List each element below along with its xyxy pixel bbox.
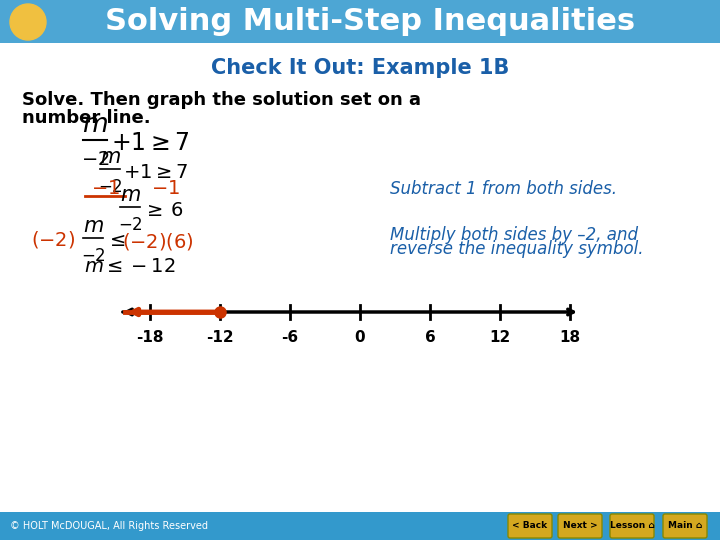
FancyBboxPatch shape [508, 514, 552, 538]
FancyBboxPatch shape [610, 514, 654, 538]
Text: $\it{m}$: $\it{m}$ [120, 185, 140, 205]
Text: -18: -18 [136, 330, 163, 345]
Text: 6: 6 [425, 330, 436, 345]
Text: 18: 18 [559, 330, 580, 345]
FancyBboxPatch shape [0, 0, 720, 43]
Text: $\leq$: $\leq$ [106, 232, 126, 251]
Text: $-2$: $-2$ [97, 178, 122, 196]
FancyBboxPatch shape [0, 512, 720, 540]
Text: $(-2)(6)$: $(-2)(6)$ [122, 231, 194, 252]
Text: reverse the inequality symbol.: reverse the inequality symbol. [390, 240, 644, 258]
Text: Subtract 1 from both sides.: Subtract 1 from both sides. [390, 180, 617, 198]
Text: -12: -12 [206, 330, 234, 345]
Text: $\it{m}$: $\it{m}$ [99, 147, 120, 167]
Circle shape [10, 4, 46, 40]
Text: $+ 1 \geq 7$: $+ 1 \geq 7$ [123, 163, 189, 181]
Text: Check It Out: Example 1B: Check It Out: Example 1B [211, 58, 509, 78]
Text: Solve. Then graph the solution set on a: Solve. Then graph the solution set on a [22, 91, 421, 109]
Text: number line.: number line. [22, 109, 150, 127]
Text: Main ⌂: Main ⌂ [668, 522, 702, 530]
Text: $\it{m}$: $\it{m}$ [82, 112, 108, 138]
Text: -6: -6 [282, 330, 299, 345]
FancyBboxPatch shape [558, 514, 602, 538]
Text: Solving Multi-Step Inequalities: Solving Multi-Step Inequalities [105, 6, 635, 36]
Text: © HOLT McDOUGAL, All Rights Reserved: © HOLT McDOUGAL, All Rights Reserved [10, 521, 208, 531]
Text: $-1$: $-1$ [150, 179, 179, 199]
Text: Next >: Next > [563, 522, 598, 530]
Text: Multiply both sides by –2, and: Multiply both sides by –2, and [390, 226, 638, 244]
Text: $-2$: $-2$ [81, 247, 105, 265]
Text: $(-2)$: $(-2)$ [31, 228, 75, 249]
Text: $\it{m}$: $\it{m}$ [83, 216, 104, 236]
Text: 12: 12 [490, 330, 510, 345]
Text: $- 1$: $- 1$ [91, 179, 120, 199]
Text: $\it{m} \leq -12$: $\it{m} \leq -12$ [84, 258, 176, 276]
Text: Lesson ⌂: Lesson ⌂ [610, 522, 654, 530]
Text: $+ 1 \geq 7$: $+ 1 \geq 7$ [111, 131, 190, 155]
FancyBboxPatch shape [663, 514, 707, 538]
Text: $-2$: $-2$ [81, 150, 109, 169]
Text: < Back: < Back [513, 522, 548, 530]
Text: 0: 0 [355, 330, 365, 345]
Text: $-2$: $-2$ [117, 216, 143, 234]
Text: $\geq\,6$: $\geq\,6$ [143, 201, 183, 220]
